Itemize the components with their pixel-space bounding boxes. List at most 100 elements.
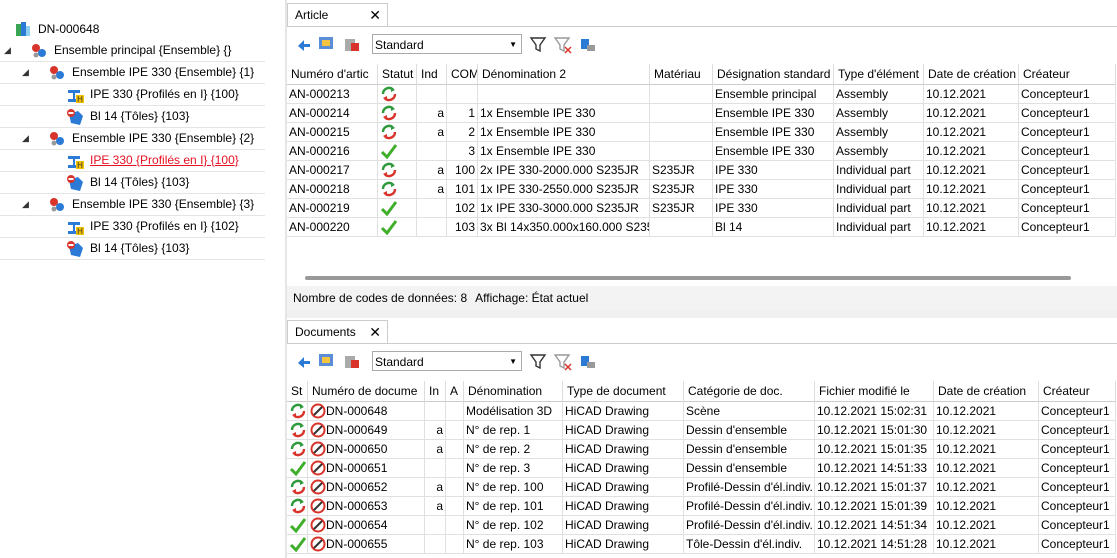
table-cell[interactable]: Scène: [684, 402, 815, 421]
table-cell[interactable]: 10.12.2021: [924, 142, 1019, 161]
table-cell[interactable]: 100: [447, 161, 478, 180]
toolbar-icons[interactable]: [295, 33, 375, 55]
filter-icons[interactable]: [529, 35, 599, 58]
table-cell[interactable]: 10.12.2021: [934, 440, 1039, 459]
table-cell[interactable]: Individual part: [834, 180, 924, 199]
table-cell[interactable]: 1x Ensemble IPE 330: [478, 123, 650, 142]
table-cell[interactable]: DN-000648: [308, 402, 425, 421]
table-cell[interactable]: a: [425, 497, 446, 516]
column-header[interactable]: Fichier modifié le: [815, 381, 934, 402]
table-cell[interactable]: [650, 218, 713, 237]
table-cell[interactable]: [425, 459, 446, 478]
tree-label[interactable]: Bl 14 {Tôles} {103}: [90, 175, 190, 189]
tree-root[interactable]: DN-000648: [38, 22, 100, 36]
table-cell[interactable]: [425, 516, 446, 535]
table-cell[interactable]: N° de rep. 102: [464, 516, 563, 535]
table-cell[interactable]: 10.12.2021: [924, 161, 1019, 180]
table-cell[interactable]: 1x IPE 330-3000.000 S235JR: [478, 199, 650, 218]
table-cell[interactable]: 103: [447, 218, 478, 237]
table-cell[interactable]: 10.12.2021: [934, 478, 1039, 497]
table-cell[interactable]: 10.12.2021: [934, 402, 1039, 421]
table-cell[interactable]: a: [425, 421, 446, 440]
tree-label[interactable]: Ensemble IPE 330 {Ensemble} {2}: [72, 131, 255, 145]
column-header[interactable]: In: [425, 381, 446, 402]
table-cell[interactable]: AN-000213: [287, 85, 378, 104]
tree-item[interactable]: ◢ Ensemble IPE 330 {Ensemble} {2}: [0, 128, 265, 150]
expander[interactable]: ◢: [4, 45, 11, 55]
table-cell[interactable]: 10.12.2021: [924, 85, 1019, 104]
table-cell[interactable]: 1x IPE 330-2550.000 S235JR: [478, 180, 650, 199]
table-cell[interactable]: 10.12.2021: [924, 123, 1019, 142]
tree-label[interactable]: Bl 14 {Tôles} {103}: [90, 109, 190, 123]
table-cell[interactable]: AN-000215: [287, 123, 378, 142]
table-cell[interactable]: HiCAD Drawing: [563, 535, 684, 554]
table-cell[interactable]: Dessin d'ensemble: [684, 440, 815, 459]
tree-item[interactable]: H IPE 330 {Profilés en I} {102}: [0, 216, 265, 238]
table-cell[interactable]: 10.12.2021: [934, 497, 1039, 516]
column-header[interactable]: A: [446, 381, 464, 402]
table-cell[interactable]: AN-000217: [287, 161, 378, 180]
column-header[interactable]: Numéro de docume: [308, 381, 425, 402]
table-cell[interactable]: 1: [447, 104, 478, 123]
tree-label[interactable]: Bl 14 {Tôles} {103}: [90, 241, 190, 255]
column-header[interactable]: Ind: [417, 64, 447, 85]
table-cell[interactable]: N° de rep. 103: [464, 535, 563, 554]
table-cell[interactable]: Concepteur1: [1039, 497, 1116, 516]
table-cell[interactable]: Individual part: [834, 161, 924, 180]
table-cell[interactable]: IPE 330: [713, 161, 834, 180]
table-cell[interactable]: Concepteur1: [1019, 199, 1116, 218]
column-header[interactable]: Statut: [378, 64, 417, 85]
table-cell[interactable]: Concepteur1: [1039, 402, 1116, 421]
table-cell[interactable]: Ensemble IPE 330: [713, 142, 834, 161]
table-cell[interactable]: Profilé-Dessin d'él.indiv.: [684, 497, 815, 516]
table-cell[interactable]: Concepteur1: [1019, 218, 1116, 237]
table-cell[interactable]: Assembly: [834, 123, 924, 142]
table-cell[interactable]: 10.12.2021: [934, 516, 1039, 535]
expander[interactable]: ◢: [22, 67, 29, 77]
table-cell[interactable]: 101: [447, 180, 478, 199]
table-cell[interactable]: 10.12.2021: [934, 421, 1039, 440]
tree-label[interactable]: Ensemble principal {Ensemble} {}: [54, 43, 232, 57]
column-header[interactable]: Numéro d'artic: [287, 64, 378, 85]
table-cell[interactable]: [446, 402, 464, 421]
table-cell[interactable]: [650, 142, 713, 161]
table-cell[interactable]: HiCAD Drawing: [563, 497, 684, 516]
table-cell[interactable]: Concepteur1: [1019, 104, 1116, 123]
table-cell[interactable]: AN-000218: [287, 180, 378, 199]
tree-label[interactable]: Ensemble IPE 330 {Ensemble} {3}: [72, 197, 255, 211]
table-cell[interactable]: Concepteur1: [1039, 421, 1116, 440]
column-header[interactable]: Type d'élément: [834, 64, 924, 85]
table-cell[interactable]: Tôle-Dessin d'él.indiv.: [684, 535, 815, 554]
table-cell[interactable]: DN-000654: [308, 516, 425, 535]
column-header[interactable]: Dénomination: [464, 381, 563, 402]
table-cell[interactable]: Ensemble IPE 330: [713, 104, 834, 123]
table-cell[interactable]: 10.12.2021 15:01:35: [815, 440, 934, 459]
column-header[interactable]: Créateur: [1039, 381, 1116, 402]
table-cell[interactable]: 10.12.2021 15:01:30: [815, 421, 934, 440]
table-cell[interactable]: Concepteur1: [1039, 516, 1116, 535]
table-cell[interactable]: Profilé-Dessin d'él.indiv.: [684, 478, 815, 497]
tree-label[interactable]: IPE 330 {Profilés en I} {100}: [90, 87, 239, 101]
close-icon[interactable]: ✕: [369, 324, 381, 340]
table-cell[interactable]: AN-000216: [287, 142, 378, 161]
tree-label[interactable]: IPE 330 {Profilés en I} {100}: [90, 153, 239, 167]
table-cell[interactable]: HiCAD Drawing: [563, 459, 684, 478]
table-cell[interactable]: Concepteur1: [1039, 535, 1116, 554]
table-cell[interactable]: Concepteur1: [1019, 180, 1116, 199]
table-cell[interactable]: Assembly: [834, 104, 924, 123]
table-cell[interactable]: DN-000653: [308, 497, 425, 516]
table-cell[interactable]: 10.12.2021 14:51:34: [815, 516, 934, 535]
table-cell[interactable]: HiCAD Drawing: [563, 516, 684, 535]
table-cell[interactable]: S235JR: [650, 180, 713, 199]
view-dropdown[interactable]: Standard ▼: [372, 34, 522, 54]
table-cell[interactable]: N° de rep. 2: [464, 440, 563, 459]
tree-item[interactable]: ◢ Ensemble IPE 330 {Ensemble} {3}: [0, 194, 265, 216]
expander[interactable]: ◢: [22, 133, 29, 143]
table-cell[interactable]: a: [417, 180, 447, 199]
table-cell[interactable]: S235JR: [650, 199, 713, 218]
table-cell[interactable]: 10.12.2021 15:01:37: [815, 478, 934, 497]
filter-icons[interactable]: [529, 352, 599, 375]
table-cell[interactable]: [446, 497, 464, 516]
table-cell[interactable]: [446, 421, 464, 440]
table-cell[interactable]: Dessin d'ensemble: [684, 421, 815, 440]
